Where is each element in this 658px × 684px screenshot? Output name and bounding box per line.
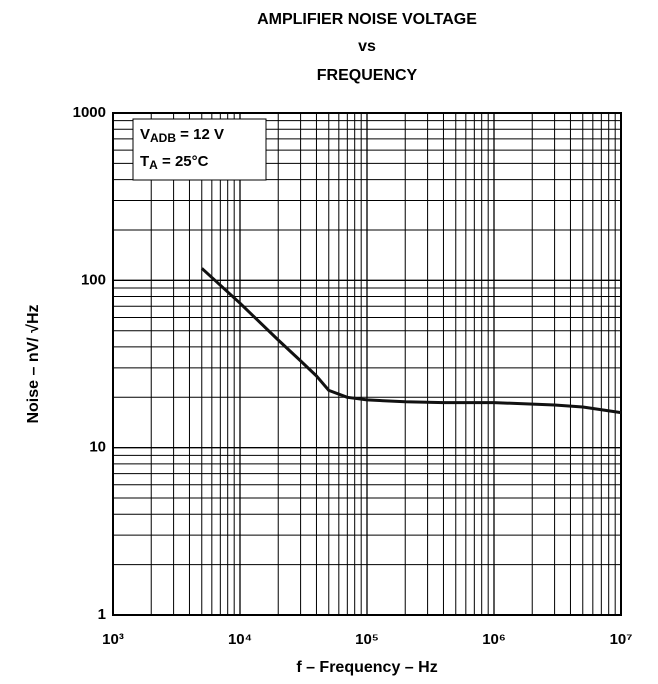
x-tick-label: 10⁷ [610, 631, 633, 648]
annotation-rest: = 12 V [176, 126, 224, 143]
y-tick-label: 100 [81, 271, 106, 288]
x-tick-label: 10⁴ [228, 631, 252, 648]
chart-title: AMPLIFIER NOISE VOLTAGE [257, 11, 477, 28]
noise-curve [200, 267, 622, 415]
chart-title: vs [358, 38, 376, 55]
y-axis-label: Noise – nV/ √Hz [25, 304, 42, 423]
x-tick-label: 10⁵ [355, 631, 379, 648]
y-tick-label: 1 [98, 606, 106, 623]
annotation-main: V [140, 126, 150, 143]
plot-frame [112, 112, 622, 616]
annotation: TA = 25°C [140, 153, 209, 172]
annotation: VADB = 12 V [140, 126, 224, 145]
annotation-main: T [140, 153, 149, 170]
y-tick-label: 10 [89, 439, 106, 456]
y-tick-label: 1000 [73, 104, 106, 121]
annotation-sub: ADB [150, 131, 176, 145]
annotation-rest: = 25°C [158, 153, 209, 170]
x-axis-label: f – Frequency – Hz [296, 659, 437, 676]
x-tick-label: 10³ [102, 631, 124, 648]
chart-title: FREQUENCY [317, 67, 418, 84]
annotation-box [132, 118, 267, 181]
x-tick-label: 10⁶ [482, 631, 506, 648]
annotation-sub: A [149, 158, 158, 172]
